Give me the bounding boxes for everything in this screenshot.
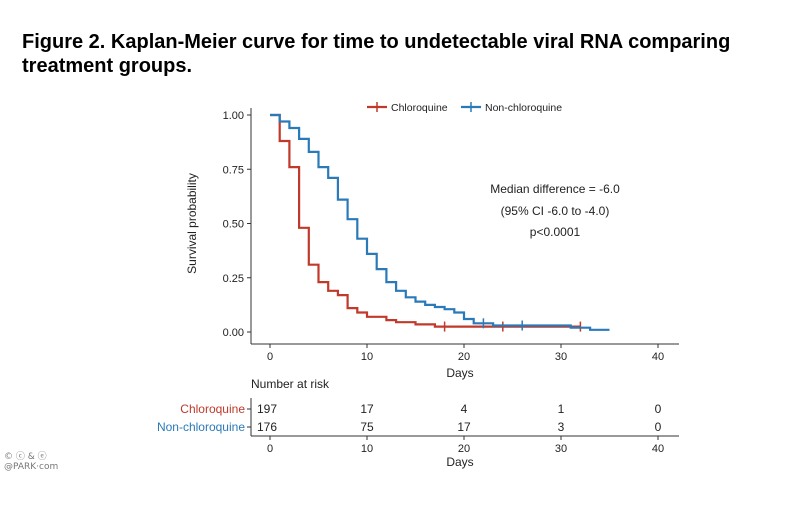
- km-curve-non-chloroquine: [270, 113, 610, 331]
- watermark-line1: © ⓒ & ⓔ: [4, 452, 47, 462]
- risk-count: 17: [457, 420, 471, 434]
- risk-count: 75: [360, 420, 374, 434]
- risk-row-label: Chloroquine: [180, 402, 245, 416]
- risk-x-tick-label: 0: [267, 443, 273, 455]
- y-tick-label: 1.00: [223, 110, 244, 122]
- risk-x-tick-label: 10: [361, 443, 373, 455]
- x-tick-label: 40: [652, 351, 664, 363]
- risk-count: 197: [257, 402, 277, 416]
- x-axis-label: Days: [446, 366, 473, 380]
- y-tick-label: 0.25: [223, 273, 244, 285]
- risk-count: 17: [360, 402, 374, 416]
- risk-count: 176: [257, 420, 277, 434]
- x-tick-label: 20: [458, 351, 470, 363]
- risk-table-title: Number at risk: [251, 377, 330, 391]
- risk-count: 3: [558, 420, 565, 434]
- risk-x-tick-label: 20: [458, 443, 470, 455]
- watermark: © ⓒ & ⓔ @PARK·com: [4, 452, 58, 472]
- y-tick-label: 0.50: [223, 219, 244, 231]
- risk-x-axis-label: Days: [446, 455, 473, 469]
- watermark-line2: @PARK·com: [4, 462, 59, 472]
- annotation-line: p<0.0001: [530, 225, 581, 239]
- annotation-line: (95% CI -6.0 to -4.0): [501, 204, 610, 218]
- risk-count: 0: [655, 402, 662, 416]
- y-tick-label: 0.75: [223, 164, 244, 176]
- risk-x-tick-label: 30: [555, 443, 567, 455]
- x-tick-label: 30: [555, 351, 567, 363]
- figure-title: Figure 2. Kaplan-Meier curve for time to…: [22, 31, 731, 77]
- km-curve-chloroquine: [270, 113, 581, 328]
- risk-row-label: Non-chloroquine: [157, 420, 245, 434]
- y-axis-label: Survival probability: [185, 173, 199, 274]
- risk-count: 1: [558, 402, 565, 416]
- x-tick-label: 0: [267, 351, 273, 363]
- legend-entry-label: Chloroquine: [391, 102, 448, 114]
- risk-x-tick-label: 40: [652, 443, 664, 455]
- y-tick-label: 0.00: [223, 327, 244, 339]
- x-tick-label: 10: [361, 351, 373, 363]
- risk-count: 4: [461, 402, 468, 416]
- annotation-line: Median difference = -6.0: [490, 182, 620, 196]
- legend-entry-label: Non-chloroquine: [485, 102, 562, 114]
- risk-count: 0: [655, 420, 662, 434]
